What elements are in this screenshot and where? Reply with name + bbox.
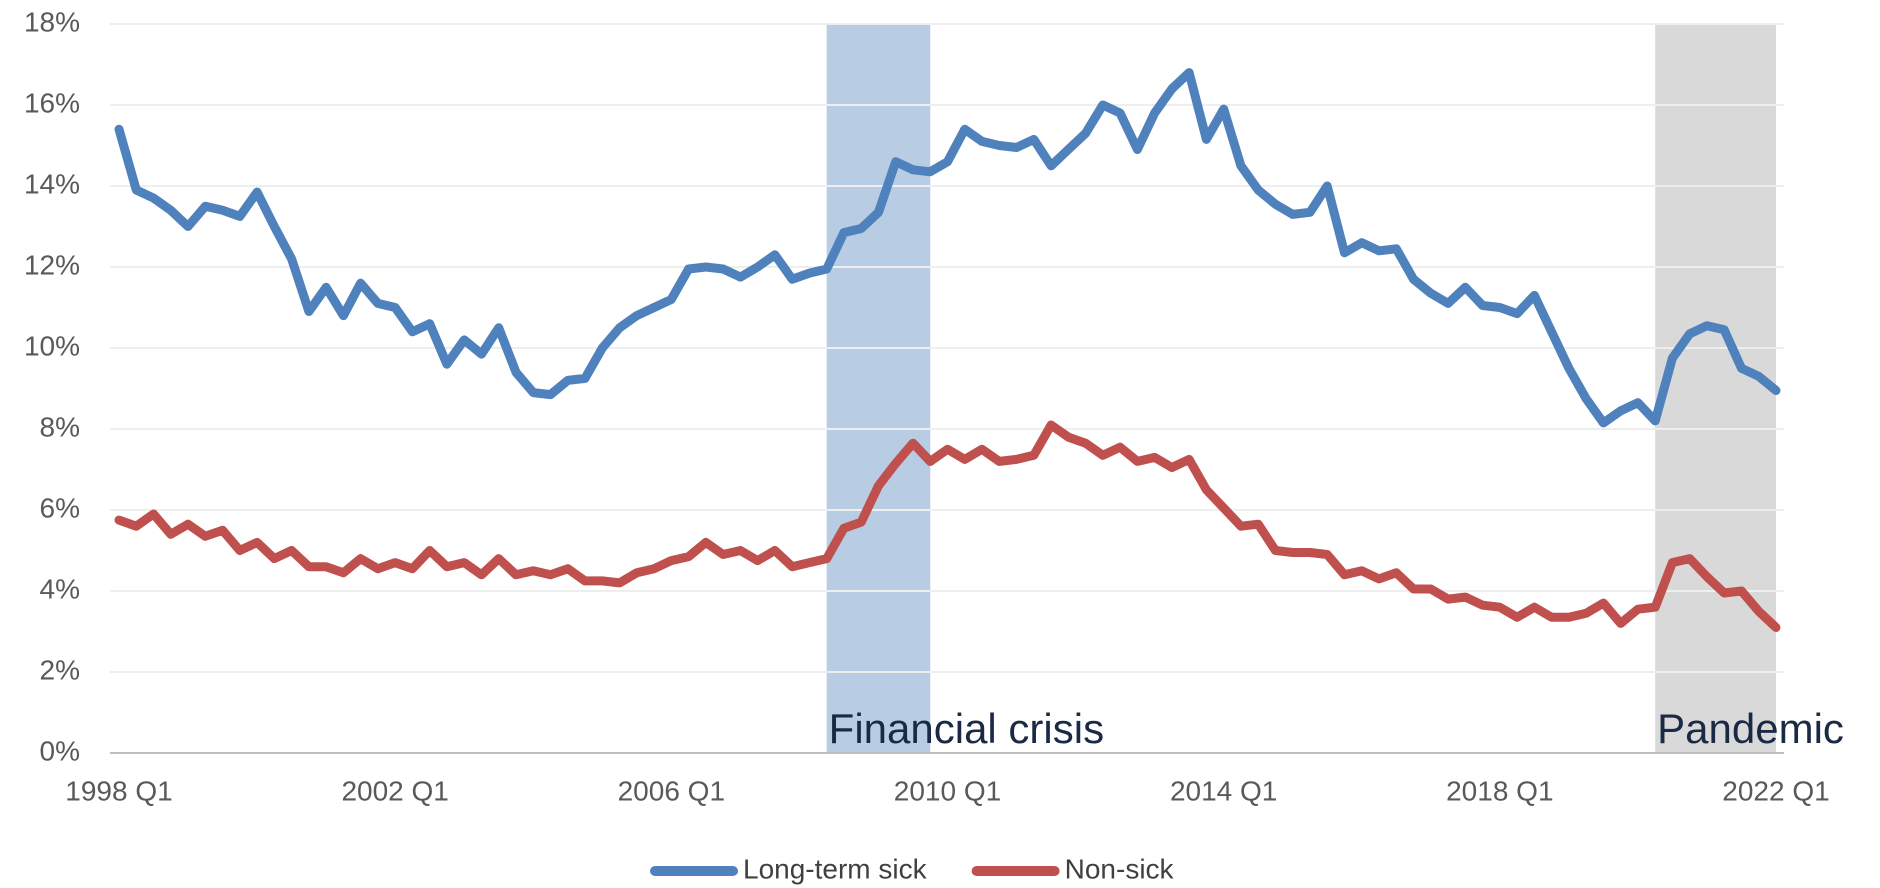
data-line <box>114 420 1781 632</box>
legend-label: Non-sick <box>1065 853 1175 884</box>
y-tick-label: 14% <box>24 168 80 199</box>
y-tick-label: 12% <box>24 249 80 280</box>
y-tick-label: 6% <box>40 492 80 523</box>
x-tick-label: 1998 Q1 <box>65 775 172 806</box>
x-tick-label: 2010 Q1 <box>894 775 1001 806</box>
legend-label: Long-term sick <box>743 853 928 884</box>
y-tick-label: 18% <box>24 6 80 37</box>
y-tick-label: 8% <box>40 411 80 442</box>
x-tick-label: 2014 Q1 <box>1170 775 1277 806</box>
y-tick-label: 10% <box>24 330 80 361</box>
shaded-band <box>826 24 931 753</box>
x-tick-label: 2002 Q1 <box>341 775 448 806</box>
x-tick-label: 2022 Q1 <box>1722 775 1829 806</box>
x-tick-label: 2018 Q1 <box>1446 775 1553 806</box>
data-line <box>114 68 1781 428</box>
y-tick-label: 0% <box>40 735 80 766</box>
shaded-band <box>1655 24 1776 753</box>
band-label: Pandemic <box>1657 705 1844 752</box>
y-tick-label: 4% <box>40 573 80 604</box>
band-label: Financial crisis <box>829 705 1104 752</box>
x-tick-label: 2006 Q1 <box>618 775 725 806</box>
y-tick-label: 16% <box>24 87 80 118</box>
y-tick-label: 2% <box>40 654 80 685</box>
